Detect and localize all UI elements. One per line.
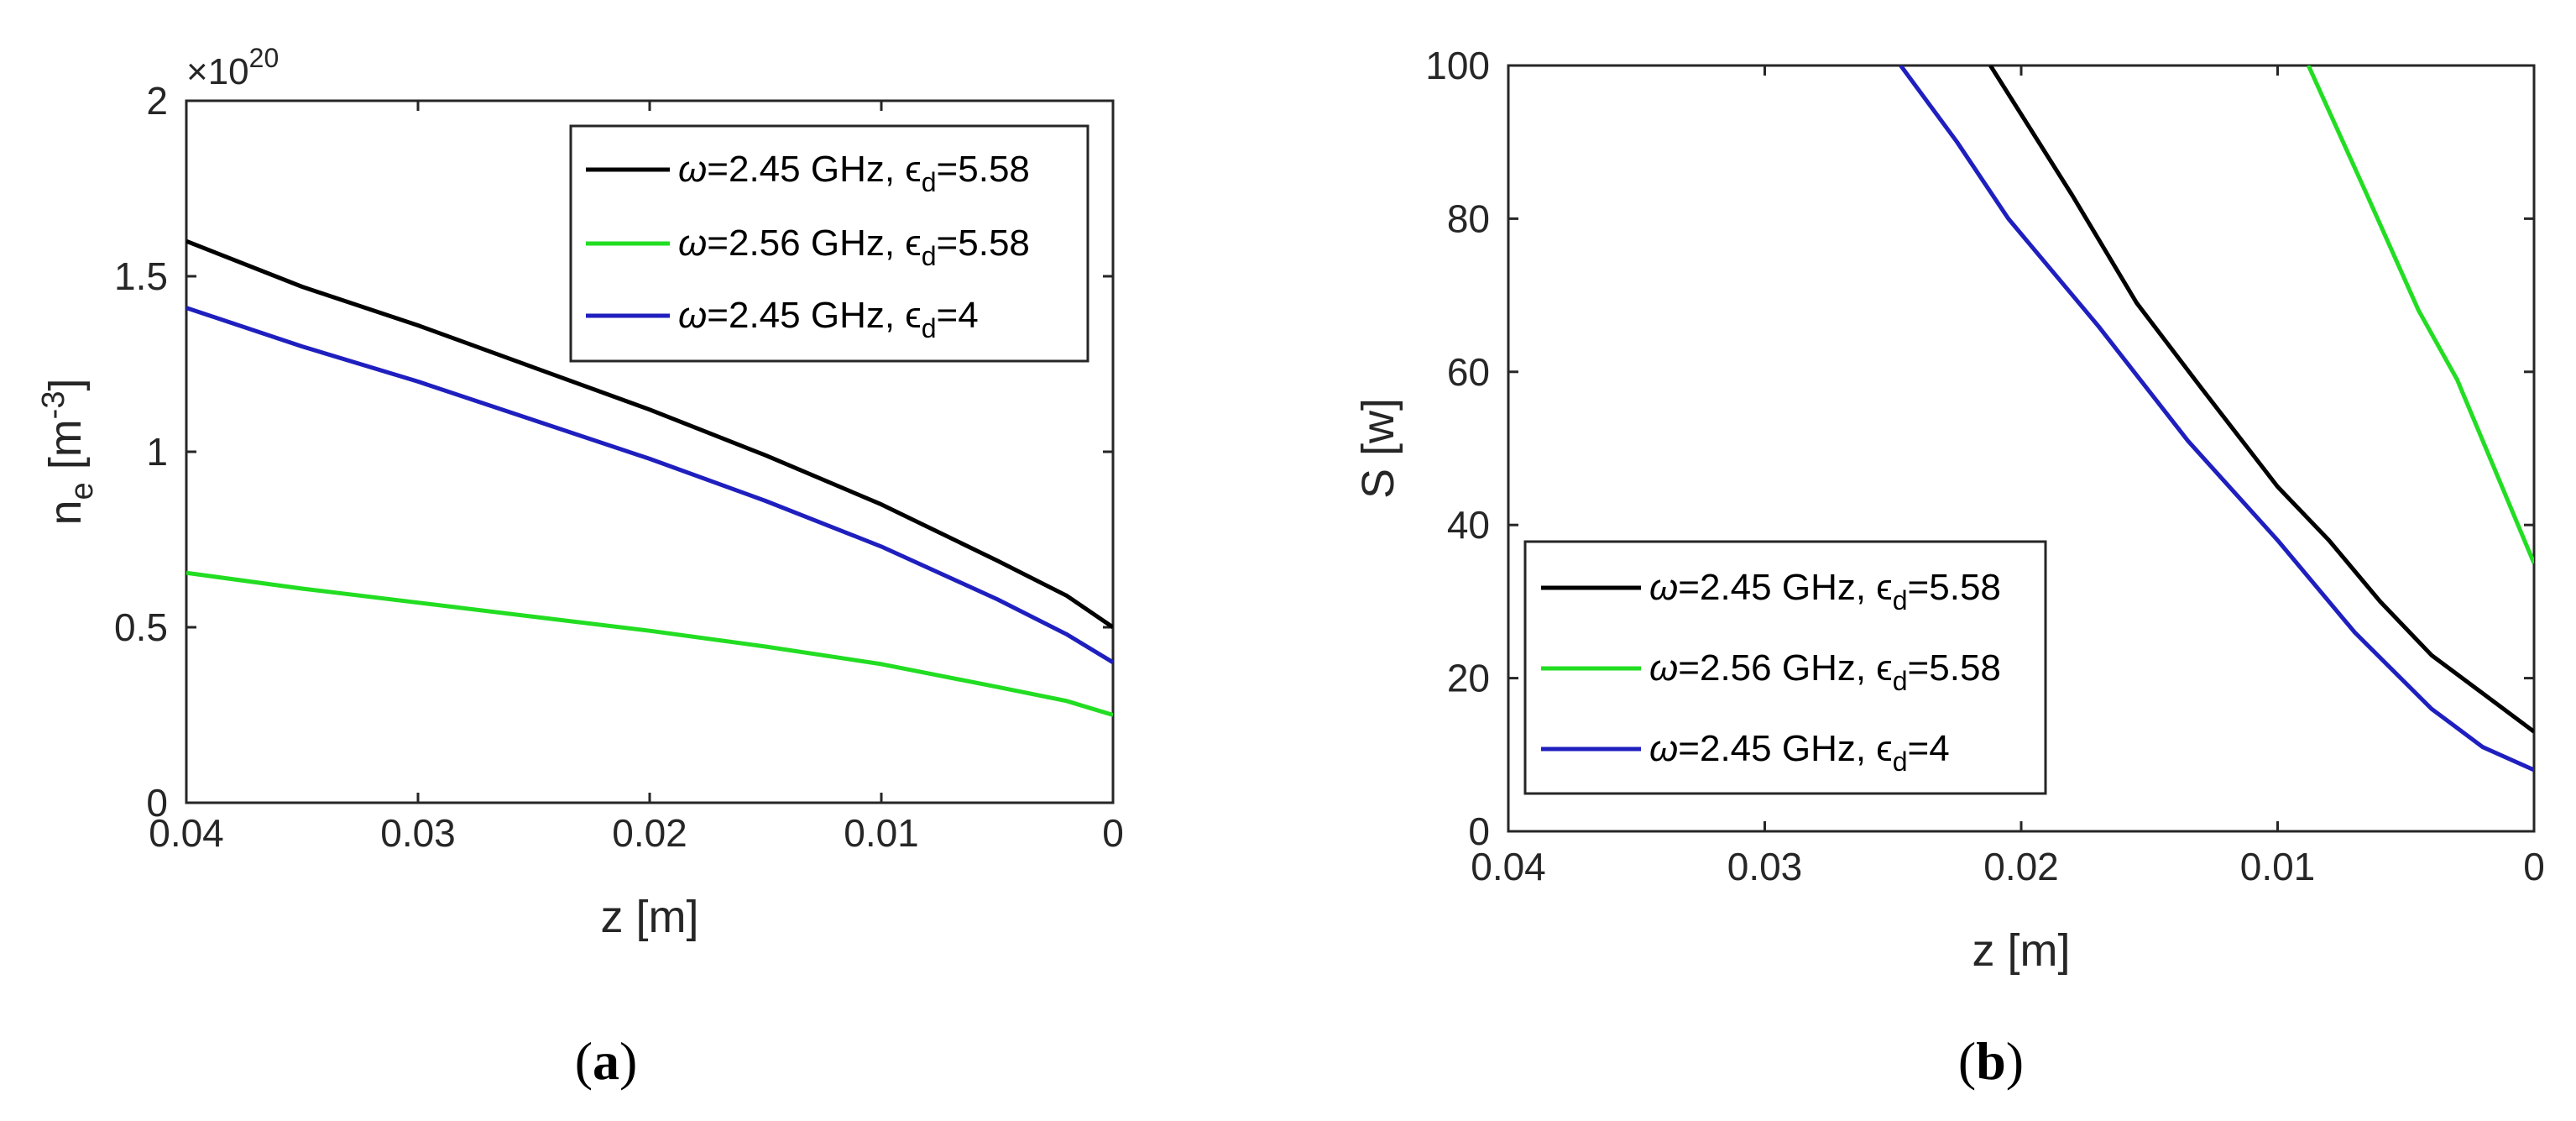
panel-b-y-tick-label: 60 — [1447, 350, 1490, 394]
panel-b-x-tick-label: 0.03 — [1727, 845, 1803, 888]
panel-a-x-tick-label: 0.04 — [149, 811, 224, 855]
panel-b-series-line-1 — [1988, 65, 2534, 734]
panel-a-y-tick-label: 2 — [146, 79, 168, 123]
panel-b-y-tick-label: 100 — [1425, 44, 1490, 87]
panel-a-y-multiplier-exp: 20 — [249, 43, 280, 73]
panel-b-x-axis-label: z [m] — [1972, 925, 2071, 976]
panel-a-y-tick-label: 0.5 — [114, 605, 168, 649]
panel-b-series-line-2 — [2306, 65, 2534, 564]
panel-a-y-multiplier-base: ×10 — [186, 51, 249, 92]
panel-b-x-tick-label: 0.01 — [2240, 845, 2316, 888]
panel-b-ticks: 0.04 0.03 0.02 0.01 0 0 20 40 60 80 100 — [1425, 44, 2545, 888]
panel-a-y-tick-label: 1.5 — [114, 254, 168, 298]
panel-a-ticks: 0.04 0.03 0.02 0.01 0 0 0.5 1 1.5 2 — [114, 79, 1124, 855]
panel-b-y-tick-label: 80 — [1447, 196, 1490, 240]
panel-a-y-multiplier: ×1020 — [186, 43, 279, 92]
panel-b-y-tick-label: 0 — [1468, 809, 1490, 853]
panel-b-x-tick-label: 0.04 — [1471, 845, 1546, 888]
panel-a-x-tick-label: 0 — [1102, 811, 1124, 855]
panel-b-series-group — [1899, 65, 2534, 773]
panel-b-y-tick-label: 20 — [1447, 657, 1490, 700]
panel-a-series-line-1 — [186, 238, 1113, 630]
panel-a-legend-label-2: ω=2.56 GHz, ϵd=5.58 — [678, 223, 1030, 271]
panel-a-y-axis-label: ne [m-3] — [36, 379, 100, 526]
panel-a-y-label-unit-sup: -3 — [36, 391, 71, 420]
panel-a-legend-label-3: ω=2.45 GHz, ϵd=4 — [678, 295, 979, 343]
panel-b-legend: ω=2.45 GHz, ϵd=5.58 ω=2.56 GHz, ϵd=5.58 … — [1523, 540, 2047, 795]
panel-b-chart: 0.04 0.03 0.02 0.01 0 0 20 40 60 80 100 z [m] S [w… — [1353, 44, 2545, 1091]
panel-a-caption: (a) — [575, 1031, 638, 1091]
panel-a-series-line-2 — [186, 570, 1113, 717]
panel-a-y-label-main: n — [40, 500, 91, 525]
panel-a-chart: 0.04 0.03 0.02 0.01 0 0 0.5 1 1.5 2 ×1020 z [m] n… — [36, 43, 1124, 1091]
panel-a-x-tick-label: 0.01 — [844, 811, 919, 855]
panel-a-y-label-sub: e — [65, 482, 100, 500]
panel-a-y-tick-label: 1 — [146, 430, 168, 474]
panel-b-caption: (b) — [1958, 1031, 2024, 1091]
panel-a-x-tick-label: 0.03 — [380, 811, 456, 855]
panel-a-legend-label-1: ω=2.45 GHz, ϵd=5.58 — [678, 149, 1030, 197]
panel-b-x-tick-label: 0 — [2523, 845, 2545, 888]
panel-a-y-label-unit-post: ] — [40, 379, 91, 391]
panel-b-x-tick-label: 0.02 — [1983, 845, 2059, 888]
panel-a-x-axis-label: z [m] — [601, 892, 699, 942]
panel-b-y-axis-label: S [w] — [1353, 398, 1403, 499]
panel-a-y-tick-label: 0 — [146, 781, 168, 825]
panel-b-legend-label-2: ω=2.56 GHz, ϵd=5.58 — [1649, 647, 2001, 696]
panel-a-y-label-unit-pre: [m — [40, 419, 91, 482]
panel-a-series-line-3 — [186, 306, 1113, 664]
panel-a-series-group — [186, 238, 1113, 717]
panel-b-series-line-3 — [1899, 65, 2534, 773]
panel-b-legend-label-1: ω=2.45 GHz, ϵd=5.58 — [1649, 567, 2001, 616]
panel-a-legend: ω=2.45 GHz, ϵd=5.58 ω=2.56 GHz, ϵd=5.58 … — [569, 124, 1089, 363]
panel-a-x-tick-label: 0.02 — [612, 811, 687, 855]
panel-b-legend-label-3: ω=2.45 GHz, ϵd=4 — [1649, 728, 1950, 777]
panel-b-y-tick-label: 40 — [1447, 503, 1490, 547]
